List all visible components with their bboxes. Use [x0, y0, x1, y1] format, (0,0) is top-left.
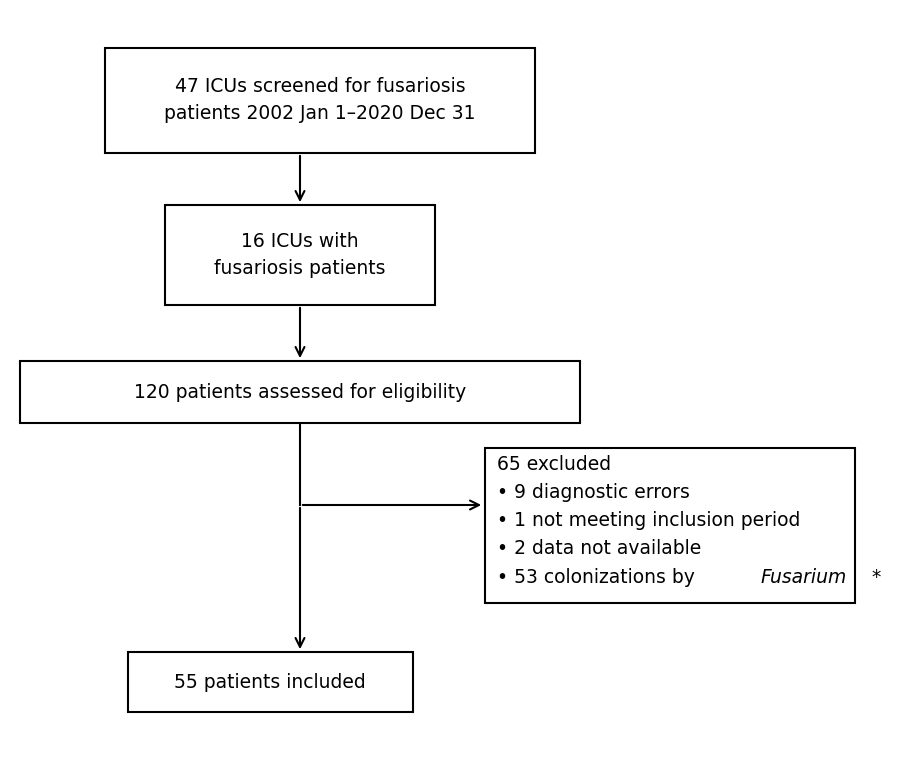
Text: • 2 data not available: • 2 data not available [497, 539, 701, 559]
Bar [165, 205, 435, 305]
Text: • 1 not meeting inclusion period: • 1 not meeting inclusion period [497, 511, 800, 530]
Text: 16 ICUs with
fusariosis patients: 16 ICUs with fusariosis patients [214, 232, 386, 278]
Text: • 53 colonizations by: • 53 colonizations by [497, 568, 701, 587]
Text: 65 excluded: 65 excluded [497, 455, 611, 474]
Bar [105, 47, 535, 152]
Bar [485, 447, 855, 603]
Bar [20, 361, 580, 423]
Text: Fusarium: Fusarium [760, 568, 846, 587]
Text: 55 patients included: 55 patients included [174, 673, 366, 691]
Text: *: * [871, 568, 880, 587]
Text: • 9 diagnostic errors: • 9 diagnostic errors [497, 483, 690, 502]
Text: 47 ICUs screened for fusariosis
patients 2002 Jan 1–2020 Dec 31: 47 ICUs screened for fusariosis patients… [164, 77, 476, 123]
Text: 120 patients assessed for eligibility: 120 patients assessed for eligibility [134, 383, 466, 402]
Bar [128, 652, 412, 712]
